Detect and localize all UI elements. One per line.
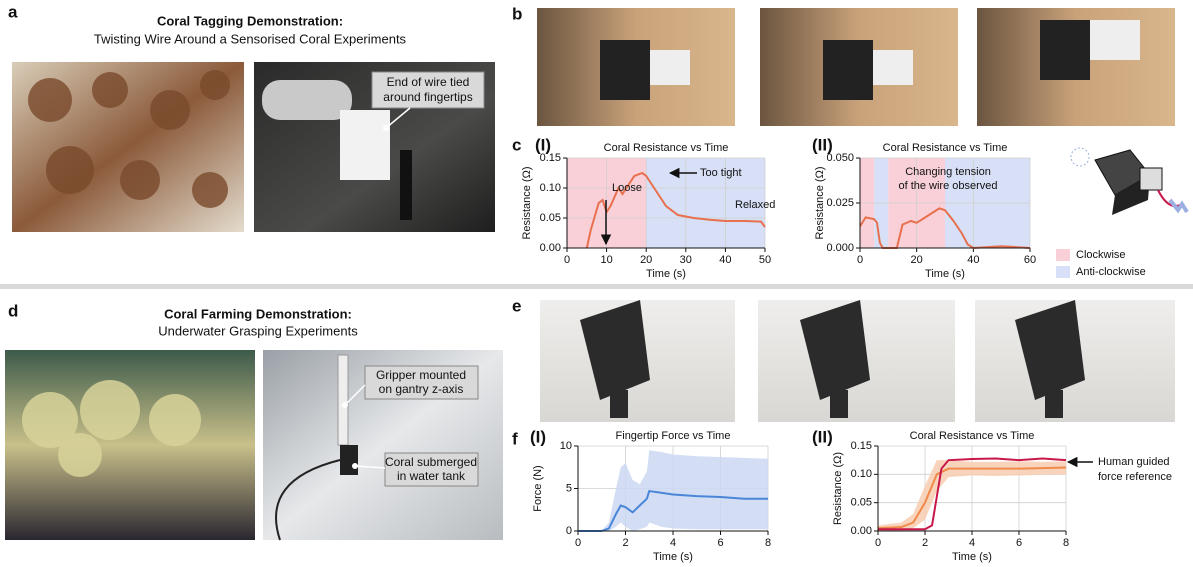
x-tick-label: 40 [719,254,731,266]
chart-title: Coral Resistance vs Time [910,430,1035,442]
x-tick-label: 2 [922,537,928,549]
x-tick-label: 4 [969,537,975,549]
x-tick-label: 50 [759,254,771,266]
x-tick-label: 8 [765,537,771,549]
panel-label: b [512,4,522,23]
x-tick-label: 8 [1063,537,1069,549]
panel-label: a [8,2,18,21]
y-axis-label: Resistance (Ω) [832,452,844,525]
y-tick-label: 0.000 [826,242,854,254]
x-tick-label: 30 [680,254,692,266]
callout-dot [383,125,389,131]
x-tick-label: 4 [670,537,676,549]
panel-subtitle: Twisting Wire Around a Sensorised Coral … [94,31,407,46]
panel-label: f [512,429,518,448]
x-axis-label: Time (s) [925,268,965,280]
x-tick-label: 20 [911,254,923,266]
y-axis-label: Force (N) [532,465,544,511]
x-tick-label: 6 [1016,537,1022,549]
x-tick-label: 40 [967,254,979,266]
y-tick-label: 0.10 [540,182,561,194]
y-tick-label: 0.05 [540,212,561,224]
y-tick-label: 0.025 [826,197,854,209]
annotation: Loose [612,182,642,194]
y-tick-label: 0.00 [540,242,561,254]
x-tick-label: 20 [640,254,652,266]
y-axis-label: Resistance (Ω) [814,166,826,239]
x-axis-label: Time (s) [952,551,992,563]
chart-title: Coral Resistance vs Time [604,142,729,154]
chart-title: Coral Resistance vs Time [883,142,1008,154]
callout-text: Coral submerged [385,455,477,469]
y-tick-label: 0.05 [851,497,872,509]
y-tick-label: 0.15 [851,440,872,452]
panel-label: e [512,296,521,315]
callout-text: on gantry z-axis [379,382,464,396]
callout-text: End of wire tied [387,75,470,89]
callout-text: in water tank [397,469,466,483]
annotation: of the wire observed [898,180,997,192]
annotation: Human guided [1098,456,1170,468]
panel-title: Coral Tagging Demonstration: [157,13,343,28]
callout-text: around fingertips [383,90,472,104]
x-tick-label: 60 [1024,254,1036,266]
separator [0,284,1193,289]
panel-sublabel: (II) [812,427,833,446]
robot-icon [1071,148,1187,215]
y-tick-label: 10 [560,440,572,452]
panel-label: d [8,301,18,320]
legend-label: Anti-clockwise [1076,266,1146,278]
x-axis-label: Time (s) [646,268,686,280]
annotation: Changing tension [905,166,991,178]
callout-dot [352,463,358,469]
panel-sublabel: (II) [812,135,833,154]
callout-dot [342,402,348,408]
panel-sublabel: (I) [535,135,551,154]
panel-label: c [512,135,521,154]
x-tick-label: 0 [575,537,581,549]
annotation: Too tight [700,167,742,179]
x-tick-label: 0 [564,254,570,266]
x-tick-label: 0 [875,537,881,549]
x-axis-label: Time (s) [653,551,693,563]
chart-title: Fingertip Force vs Time [616,430,731,442]
error-band [578,450,768,531]
y-tick-label: 0.10 [851,468,872,480]
legend-label: Clockwise [1076,249,1126,261]
x-tick-label: 0 [857,254,863,266]
y-tick-label: 0.00 [851,525,872,537]
legend-swatch [1056,249,1070,261]
x-tick-label: 6 [717,537,723,549]
annotation: Relaxed [735,199,775,211]
y-axis-label: Resistance (Ω) [521,166,533,239]
legend-swatch [1056,266,1070,278]
callout-text: Gripper mounted [376,368,466,382]
x-tick-label: 2 [622,537,628,549]
panel-title: Coral Farming Demonstration: [164,306,352,321]
panel-subtitle: Underwater Grasping Experiments [158,323,358,338]
panel-sublabel: (I) [530,427,546,446]
y-tick-label: 5 [566,482,572,494]
figure: a Coral Tagging Demonstration: Twisting … [0,0,1193,567]
y-tick-label: 0 [566,525,572,537]
annotation: force reference [1098,471,1172,483]
x-tick-label: 10 [600,254,612,266]
